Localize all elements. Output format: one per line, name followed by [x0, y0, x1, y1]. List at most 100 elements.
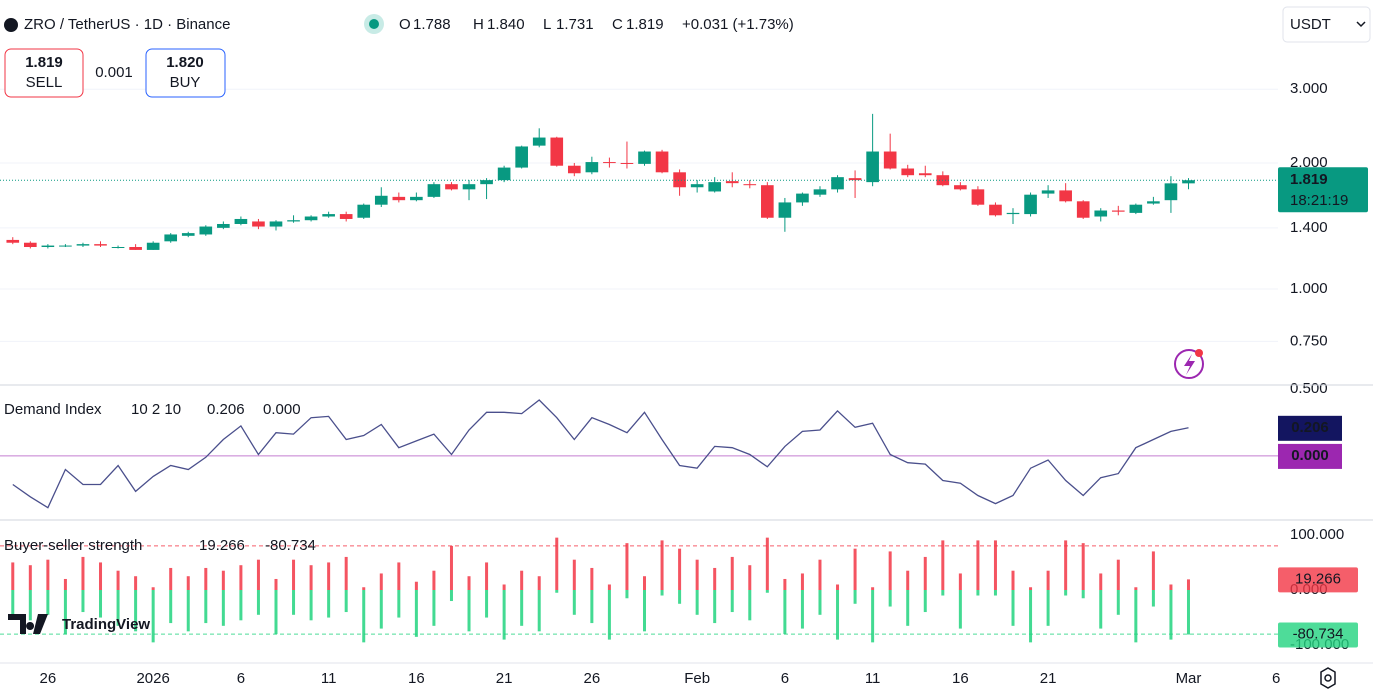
indicator-value: -80.734 [265, 537, 316, 554]
buy-button[interactable] [145, 48, 226, 98]
strength-bar [274, 590, 278, 635]
candle-body [550, 137, 564, 166]
value-tag-label: 0.206 [1291, 419, 1329, 436]
strength-bar [818, 590, 822, 615]
strength-bar [186, 590, 190, 632]
strength-bar [643, 590, 646, 632]
strength-bar [151, 590, 155, 643]
strength-bar [1011, 570, 1015, 590]
candle-body [427, 184, 441, 197]
strength-bar [432, 590, 436, 626]
indicator-value: 19.266 [199, 537, 245, 554]
strength-bar [362, 587, 366, 590]
x-tick-label: 11 [865, 670, 881, 687]
value-tag-label: 19.266 [1295, 570, 1341, 587]
candle-body [199, 226, 213, 235]
indicator-title: Buyer-seller strength [4, 537, 142, 554]
sell-button[interactable] [4, 48, 84, 98]
candle-body [1006, 212, 1020, 215]
strength-bar [888, 590, 892, 607]
value-tag-label: -80.734 [1293, 625, 1344, 642]
strength-bar [678, 590, 682, 604]
strength-bar [695, 559, 699, 590]
candle-body [1094, 210, 1108, 217]
candle-body [655, 151, 669, 173]
x-tick-label: 26 [40, 670, 57, 687]
strength-bar [46, 559, 50, 590]
strength-bar [502, 590, 506, 640]
strength-bar [993, 540, 997, 590]
strength-bar [748, 565, 752, 590]
y-tick-label: 100.000 [1290, 526, 1344, 543]
strength-bar [1186, 579, 1190, 590]
strength-bar [204, 567, 208, 590]
countdown: 18:21:19 [1290, 192, 1348, 209]
strength-bar [941, 590, 945, 596]
strength-bar [836, 590, 840, 640]
candle-body [1182, 180, 1195, 184]
candle-body [954, 185, 967, 190]
candle-body [181, 233, 195, 236]
strength-bar [81, 556, 85, 590]
strength-bar [660, 540, 664, 590]
currency-select[interactable] [1282, 6, 1371, 43]
candle-body [252, 221, 265, 227]
strength-bar [46, 590, 50, 615]
strength-bar [1064, 540, 1068, 590]
strength-bar [1029, 587, 1033, 590]
candle-body [638, 151, 651, 164]
strength-bar [590, 590, 594, 624]
strength-bar [958, 590, 962, 629]
candle-body [901, 168, 915, 176]
candle-body [410, 196, 423, 201]
settings-icon[interactable] [1320, 667, 1336, 689]
strength-bar [748, 590, 752, 621]
indicator-zero: 0.000 [263, 401, 301, 418]
x-tick-label: 2026 [136, 670, 169, 687]
strength-bar [888, 551, 892, 590]
candle-body [129, 247, 142, 250]
strength-bar [1134, 587, 1138, 590]
zero-tag [1278, 443, 1342, 469]
candle-body [111, 247, 125, 249]
strength-bar [906, 570, 910, 590]
candle-body [1024, 194, 1037, 215]
strength-bar [63, 590, 67, 635]
strength-bar [397, 590, 401, 618]
indicator-params: 10 2 10 [131, 401, 181, 418]
indicator-value: 0.206 [207, 401, 245, 418]
strength-bar [555, 590, 559, 593]
y-tick-label: 2.000 [1290, 154, 1328, 171]
strength-bar [344, 590, 348, 613]
value-tag [1278, 622, 1358, 648]
strength-bar [221, 590, 225, 626]
alert-icon[interactable] [1174, 349, 1204, 379]
strength-bar [765, 537, 769, 590]
strength-bar [730, 556, 734, 590]
strength-bar [800, 573, 804, 590]
strength-bar [292, 559, 296, 590]
strength-bar [537, 576, 541, 590]
candle-body [445, 184, 458, 190]
candle-body [392, 196, 406, 201]
strength-bar [467, 576, 471, 590]
buy-label: BUY [170, 74, 201, 91]
price-change: +0.031 (+1.73%) [682, 16, 794, 33]
sell-price: 1.819 [25, 54, 63, 71]
strength-bar [1046, 570, 1050, 590]
currency-label: USDT [1290, 16, 1331, 33]
strength-bar [256, 559, 260, 590]
candle-body [374, 195, 388, 205]
strength-bar [520, 570, 524, 590]
strength-bar [134, 576, 138, 590]
strength-bar [327, 590, 331, 618]
candle-body [497, 167, 511, 181]
ohlc-value: 1.788 [413, 16, 451, 33]
candle-body [234, 218, 248, 224]
strength-bar [485, 562, 489, 590]
last-price-tag [1278, 167, 1368, 213]
strength-bar [800, 590, 804, 629]
strength-bar [976, 590, 980, 596]
watermark-logo [8, 614, 48, 634]
